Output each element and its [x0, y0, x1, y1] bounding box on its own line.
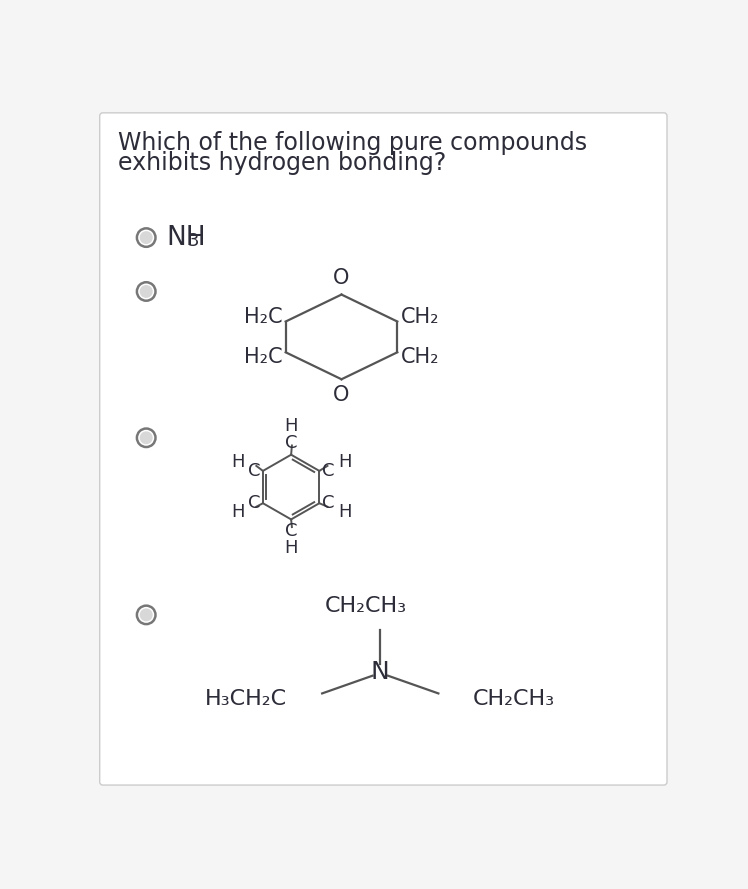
Text: CH₂CH₃: CH₂CH₃: [325, 597, 408, 616]
Text: C: C: [322, 462, 334, 480]
Text: H: H: [338, 453, 352, 471]
Circle shape: [140, 431, 153, 444]
Circle shape: [140, 231, 153, 244]
Text: O: O: [334, 386, 349, 405]
Text: O: O: [334, 268, 349, 288]
Text: C: C: [285, 435, 298, 453]
Circle shape: [140, 608, 153, 621]
Text: C: C: [285, 522, 298, 540]
Text: H: H: [231, 453, 245, 471]
Text: CH₂: CH₂: [400, 307, 439, 327]
Text: NH: NH: [166, 225, 206, 251]
Text: H: H: [338, 502, 352, 521]
FancyBboxPatch shape: [99, 113, 667, 785]
Text: C: C: [248, 462, 260, 480]
Text: H: H: [231, 502, 245, 521]
Text: exhibits hydrogen bonding?: exhibits hydrogen bonding?: [118, 150, 447, 174]
Text: H₂C: H₂C: [244, 307, 283, 327]
Text: Which of the following pure compounds: Which of the following pure compounds: [118, 131, 587, 155]
Text: H₂C: H₂C: [244, 347, 283, 367]
Text: N: N: [371, 660, 390, 684]
Text: H: H: [284, 540, 298, 557]
Text: CH₂CH₃: CH₂CH₃: [473, 689, 555, 709]
Text: CH₂: CH₂: [400, 347, 439, 367]
Text: 3: 3: [188, 232, 200, 251]
Circle shape: [140, 285, 153, 298]
Text: H: H: [284, 417, 298, 435]
Text: H₃CH₂C: H₃CH₂C: [205, 689, 287, 709]
Text: C: C: [248, 494, 260, 512]
Text: C: C: [322, 494, 334, 512]
